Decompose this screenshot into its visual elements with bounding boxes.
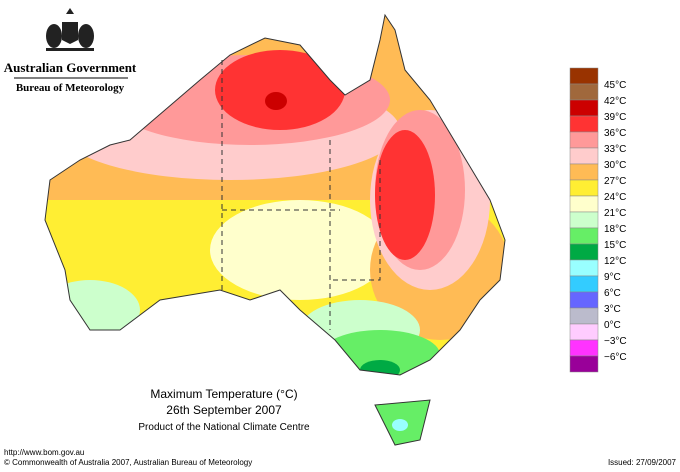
legend-swatch bbox=[569, 323, 599, 341]
legend-swatch bbox=[569, 307, 599, 325]
legend-swatch bbox=[569, 339, 599, 357]
bureau-title: Bureau of Meteorology bbox=[16, 82, 125, 94]
legend-label: −6°C bbox=[604, 352, 627, 363]
url: http://www.bom.gov.au bbox=[4, 448, 84, 457]
legend-label: 21°C bbox=[604, 208, 626, 219]
map-product: Product of the National Climate Centre bbox=[138, 422, 310, 433]
legend-swatch bbox=[569, 131, 599, 149]
legend-swatch bbox=[569, 147, 599, 165]
legend-swatch bbox=[569, 163, 599, 181]
legend-swatch bbox=[569, 259, 599, 277]
legend-label: 0°C bbox=[604, 320, 621, 331]
crest bbox=[46, 8, 94, 51]
legend-swatch bbox=[569, 195, 599, 213]
issued: Issued: 27/09/2007 bbox=[608, 458, 677, 467]
map-date: 26th September 2007 bbox=[166, 403, 282, 417]
legend-swatch bbox=[569, 67, 599, 85]
legend-label: 18°C bbox=[604, 224, 626, 235]
legend-label: 33°C bbox=[604, 144, 626, 155]
legend-label: 15°C bbox=[604, 240, 626, 251]
legend-label: 39°C bbox=[604, 112, 626, 123]
legend-swatch bbox=[569, 291, 599, 309]
map-title: Maximum Temperature (°C) bbox=[150, 387, 297, 401]
legend-swatch bbox=[569, 211, 599, 229]
legend-label: 3°C bbox=[604, 304, 621, 315]
legend-swatch bbox=[569, 243, 599, 261]
legend-swatch bbox=[569, 83, 599, 101]
legend-label: 45°C bbox=[604, 80, 626, 91]
legend-label: 6°C bbox=[604, 288, 621, 299]
legend-swatch bbox=[569, 275, 599, 293]
legend-label: 24°C bbox=[604, 192, 626, 203]
legend-swatch bbox=[569, 179, 599, 197]
legend-label: 12°C bbox=[604, 256, 626, 267]
legend-label: 42°C bbox=[604, 96, 626, 107]
legend-label: 36°C bbox=[604, 128, 626, 139]
legend-label: 27°C bbox=[604, 176, 626, 187]
state-borders bbox=[221, 60, 381, 330]
legend-swatch bbox=[569, 115, 599, 133]
gov-title: Australian Government bbox=[4, 60, 137, 75]
legend-swatch bbox=[569, 355, 599, 373]
legend-label: −3°C bbox=[604, 336, 627, 347]
legend-swatch bbox=[569, 227, 599, 245]
legend-swatch bbox=[569, 99, 599, 117]
legend-label: 30°C bbox=[604, 160, 626, 171]
legend-label: 9°C bbox=[604, 272, 621, 283]
copyright: © Commonwealth of Australia 2007, Austra… bbox=[4, 458, 252, 467]
legend: 45°C 42°C 39°C 36°C 33°C 30°C 27°C 24°C 21°C 18°C… bbox=[569, 67, 627, 373]
